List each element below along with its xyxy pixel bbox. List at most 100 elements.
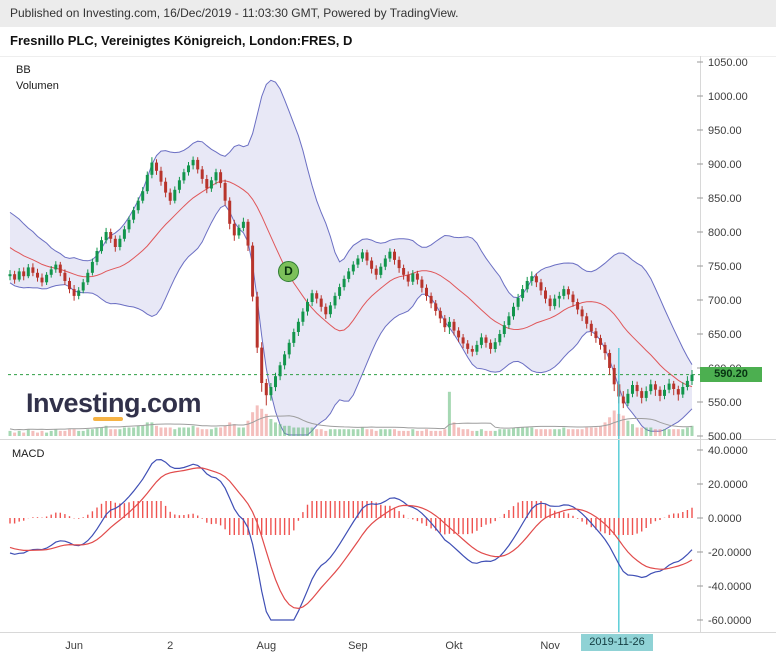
volume-bar: [393, 429, 396, 436]
volume-bar: [54, 429, 58, 436]
candle-body: [658, 389, 662, 396]
volume-bar: [539, 429, 543, 436]
candle-body: [310, 293, 314, 302]
volume-bar: [164, 427, 168, 436]
volume-bar: [122, 427, 126, 436]
candle-body: [182, 172, 186, 181]
volume-bar: [90, 429, 94, 436]
volume-bar: [580, 429, 584, 436]
candle-body: [685, 380, 689, 387]
volume-bar: [534, 429, 538, 436]
macd-axis-label: 0.0000: [708, 513, 742, 525]
candle-body: [72, 289, 76, 296]
price-axis-label: 700.00: [708, 295, 742, 307]
candle-body: [49, 269, 53, 275]
indicator-label-bb[interactable]: BB: [16, 64, 31, 76]
volume-bar: [223, 425, 227, 436]
candle-body: [562, 289, 566, 296]
candle-body: [319, 298, 323, 307]
volume-bar: [173, 429, 177, 436]
indicator-label-macd[interactable]: MACD: [12, 448, 45, 460]
volume-bar: [232, 424, 236, 436]
candle-body: [214, 172, 218, 181]
candle-body: [200, 169, 204, 179]
investing-watermark: Investing.com: [26, 388, 202, 418]
candle-body: [141, 191, 145, 201]
volume-bar: [507, 429, 511, 436]
volume-bar: [200, 429, 204, 436]
volume-bar: [452, 422, 456, 436]
candle-body: [68, 281, 71, 290]
candle-body: [411, 273, 415, 282]
candle-body: [196, 159, 200, 170]
volume-bar: [603, 422, 607, 436]
volume-bar: [132, 427, 136, 436]
volume-bar: [415, 430, 419, 436]
candle-body: [328, 305, 332, 315]
candle-body: [209, 180, 213, 189]
candle-body: [36, 272, 39, 278]
volume-bar: [145, 422, 149, 436]
volume-bar: [274, 422, 277, 436]
candle-body: [649, 384, 653, 392]
volume-bar: [159, 427, 163, 436]
indicator-label-volume[interactable]: Volumen: [16, 80, 59, 92]
volume-bar: [155, 425, 158, 436]
price-axis-label: 650.00: [708, 329, 742, 341]
candle-body: [571, 294, 575, 303]
candle-body: [612, 368, 616, 385]
volume-bar: [31, 430, 35, 436]
volume-bar: [521, 427, 525, 436]
macd-axis-label: 20.0000: [708, 479, 748, 491]
volume-bar: [72, 429, 76, 436]
volume-bar: [457, 427, 461, 436]
candle-body: [315, 293, 319, 299]
volume-bar: [690, 425, 694, 436]
volume-bar: [425, 429, 428, 436]
candle-body: [292, 332, 296, 343]
volume-bar: [516, 427, 520, 436]
candle-body: [164, 181, 168, 193]
volume-bar: [342, 429, 346, 436]
candle-body: [603, 344, 607, 354]
volume-ma-line: [9, 415, 693, 431]
candle-body: [132, 210, 136, 220]
candle-body: [415, 273, 419, 280]
volume-bar: [351, 429, 355, 436]
macd-line: [9, 458, 693, 621]
volume-bar: [338, 429, 342, 436]
published-banner: Published on Investing.com, 16/Dec/2019 …: [0, 0, 776, 27]
candle-body: [246, 221, 250, 246]
volume-bar: [512, 427, 515, 436]
candle-body: [599, 338, 602, 345]
volume-bar: [589, 427, 593, 436]
candle-body: [251, 245, 255, 297]
volume-bar: [466, 429, 470, 436]
volume-bar: [489, 430, 493, 436]
volume-bar: [644, 427, 648, 436]
candle-body: [77, 290, 81, 296]
volume-bar: [109, 429, 113, 436]
volume-bar: [328, 429, 332, 436]
candle-body: [150, 162, 154, 175]
candle-body: [470, 349, 474, 352]
volume-bar: [626, 420, 630, 436]
candle-body: [301, 311, 305, 322]
volume-bar: [13, 432, 17, 436]
volume-bar: [681, 429, 685, 436]
volume-bar: [81, 430, 85, 436]
dividend-marker[interactable]: D: [278, 261, 299, 282]
macd-axis-label: -40.0000: [708, 581, 751, 593]
volume-bar: [100, 427, 103, 436]
candle-body: [191, 159, 195, 166]
volume-bar: [544, 429, 547, 436]
candle-body: [127, 219, 131, 230]
volume-bar: [667, 429, 671, 436]
volume-bar: [296, 427, 300, 436]
volume-bar: [251, 412, 255, 436]
volume-bar: [470, 430, 474, 436]
price-axis-label: 550.00: [708, 397, 742, 409]
candle-body: [274, 376, 277, 388]
candle-body: [388, 251, 392, 259]
